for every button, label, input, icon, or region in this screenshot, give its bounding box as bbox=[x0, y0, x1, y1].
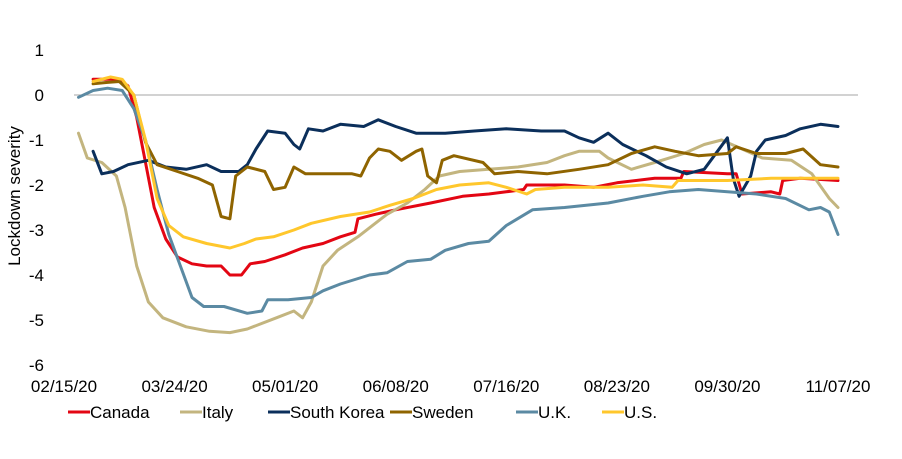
legend-item: Sweden bbox=[390, 403, 473, 422]
series-line-u-k bbox=[77, 86, 840, 315]
legend-label: Sweden bbox=[412, 403, 473, 422]
x-tick-label: 11/07/20 bbox=[806, 377, 871, 396]
legend-item: South Korea bbox=[268, 403, 385, 422]
series-line-italy bbox=[77, 131, 840, 335]
legend-label: U.S. bbox=[624, 403, 657, 422]
x-tick-label: 06/08/20 bbox=[363, 377, 429, 396]
legend-label: Canada bbox=[90, 403, 150, 422]
y-tick-label: 1 bbox=[35, 41, 44, 60]
series-line-canada bbox=[91, 77, 840, 277]
legend-item: Canada bbox=[68, 403, 150, 422]
series-layer bbox=[77, 75, 840, 335]
series-line-u-s bbox=[91, 75, 840, 250]
x-tick-label: 07/16/20 bbox=[473, 377, 539, 396]
legend-label: Italy bbox=[202, 403, 234, 422]
y-tick-label: -6 bbox=[29, 356, 44, 375]
x-tick-label: 08/23/20 bbox=[584, 377, 650, 396]
legend-item: U.K. bbox=[516, 403, 571, 422]
y-tick-label: -1 bbox=[29, 131, 44, 150]
y-axis-label: Lockdown severity bbox=[5, 126, 24, 266]
legend: Canada Italy South Korea Sweden U.K. U.S. bbox=[68, 403, 657, 422]
x-tick-labels: 02/15/20 03/24/20 05/01/20 06/08/20 07/16/20… bbox=[31, 377, 871, 396]
y-tick-labels: 1 0 -1 -2 -3 -4 -5 -6 bbox=[29, 41, 44, 375]
y-tick-label: 0 bbox=[35, 86, 44, 105]
x-tick-label: 05/01/20 bbox=[252, 377, 318, 396]
x-tick-label: 09/30/20 bbox=[694, 377, 760, 396]
legend-label: U.K. bbox=[538, 403, 571, 422]
legend-item: Italy bbox=[180, 403, 234, 422]
legend-item: U.S. bbox=[602, 403, 657, 422]
series-line-sweden bbox=[91, 80, 840, 221]
x-tick-label: 03/24/20 bbox=[141, 377, 207, 396]
y-tick-label: -5 bbox=[29, 311, 44, 330]
y-tick-label: -4 bbox=[29, 266, 44, 285]
legend-label: South Korea bbox=[290, 403, 385, 422]
x-tick-label: 02/15/20 bbox=[31, 377, 97, 396]
y-tick-label: -2 bbox=[29, 176, 44, 195]
series-line-south-korea bbox=[91, 118, 840, 198]
y-tick-label: -3 bbox=[29, 221, 44, 240]
